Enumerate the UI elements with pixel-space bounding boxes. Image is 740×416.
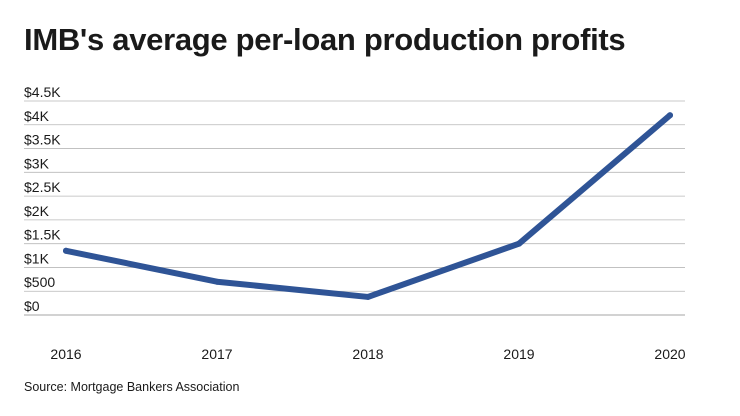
y-tick-label: $2K [24,203,50,219]
y-tick-label: $4.5K [24,84,61,100]
x-tick-label: 2020 [654,346,685,362]
data-point-2017 [214,278,220,285]
series-layer [63,112,673,300]
y-tick-label: $1.5K [24,227,61,243]
data-point-2016 [63,247,69,254]
y-tick-label: $1K [24,250,50,266]
data-point-2020 [667,112,673,119]
x-tick-label: 2017 [201,346,232,362]
source-note: Source: Mortgage Bankers Association [24,380,240,394]
chart-title: IMB's average per-loan production profit… [24,22,626,57]
x-tick-label: 2016 [50,346,81,362]
series-line [63,112,673,300]
y-tick-label: $0 [24,298,40,314]
grid-lines [24,100,685,316]
data-point-2019 [516,240,522,247]
y-tick-label: $2.5K [24,179,61,195]
y-tick-label: $4K [24,108,50,124]
data-point-2018 [365,293,371,300]
x-axis-tick-labels: 2016 2017 2018 2019 2020 [50,346,685,362]
y-tick-label: $3.5K [24,132,61,148]
line-chart: $0 $500 $1K $1.5K $2K $2.5K $3K $3.5K $4K $4.5K 2… [24,84,686,362]
y-axis-tick-labels: $0 $500 $1K $1.5K $2K $2.5K $3K $3.5K $4K $4.5K [24,84,61,314]
y-tick-label: $500 [24,274,55,290]
y-tick-label: $3K [24,155,50,171]
x-tick-label: 2018 [352,346,383,362]
x-tick-label: 2019 [503,346,534,362]
